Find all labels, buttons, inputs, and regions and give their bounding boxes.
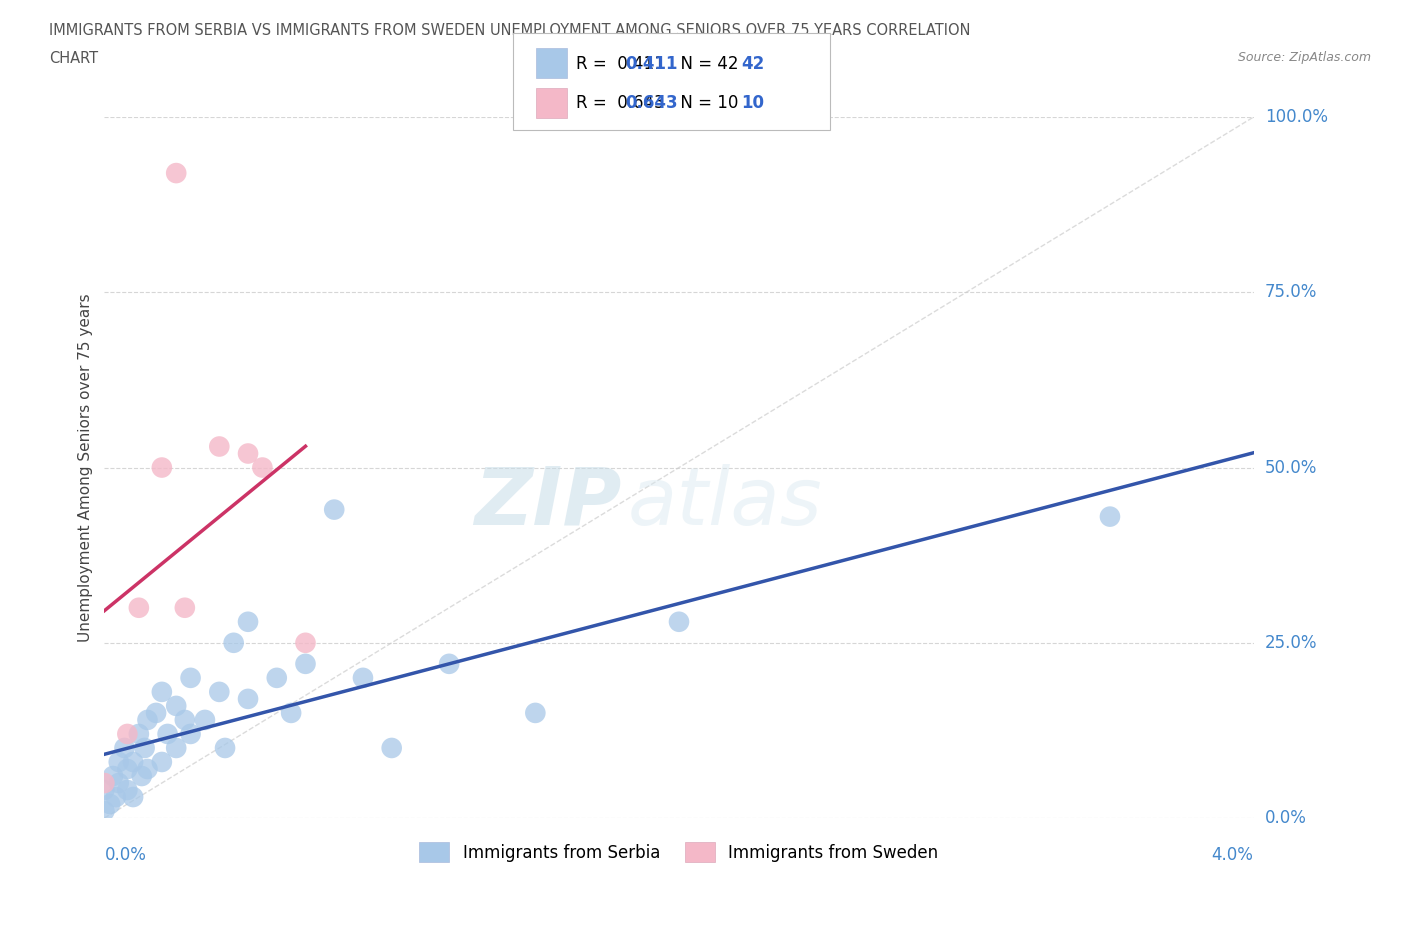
Point (128, 726, 150, 741)
Point (93, 776, 115, 790)
Point (165, 698, 187, 713)
Point (294, 635, 316, 650)
Text: CHART: CHART (49, 51, 98, 66)
Text: 50.0%: 50.0% (1265, 458, 1317, 476)
Point (165, 166, 187, 180)
Point (165, 740, 187, 755)
Text: 100.0%: 100.0% (1265, 108, 1327, 126)
Point (156, 726, 179, 741)
Point (117, 762, 139, 777)
Point (381, 740, 404, 755)
Text: 0.0%: 0.0% (104, 846, 146, 864)
Text: 25.0%: 25.0% (1265, 634, 1317, 652)
Text: 0.0%: 0.0% (1265, 809, 1306, 827)
Text: ZIP: ZIP (474, 463, 621, 541)
Point (122, 754, 145, 769)
Point (208, 684, 231, 699)
Point (236, 446, 259, 461)
Text: R =  0.643   N = 10: R = 0.643 N = 10 (576, 95, 738, 113)
Text: 75.0%: 75.0% (1265, 284, 1317, 301)
Point (437, 657, 460, 671)
Point (214, 740, 236, 755)
Point (352, 671, 374, 685)
Point (236, 691, 259, 706)
Text: 42: 42 (741, 55, 765, 73)
Point (145, 706, 167, 721)
Point (122, 790, 145, 804)
Point (128, 600, 150, 615)
Point (136, 712, 159, 727)
Point (222, 635, 245, 650)
Point (208, 439, 231, 454)
Point (323, 502, 346, 517)
Point (117, 782, 139, 797)
Point (136, 762, 159, 777)
Point (104, 790, 127, 804)
Point (93, 804, 115, 818)
Point (236, 615, 259, 630)
Text: IMMIGRANTS FROM SERBIA VS IMMIGRANTS FROM SWEDEN UNEMPLOYMENT AMONG SENIORS OVER: IMMIGRANTS FROM SERBIA VS IMMIGRANTS FRO… (49, 23, 970, 38)
Text: 10: 10 (741, 95, 763, 113)
Y-axis label: Unemployment Among Seniors over 75 years: Unemployment Among Seniors over 75 years (79, 293, 93, 642)
Text: atlas: atlas (627, 463, 823, 541)
Legend: Immigrants from Serbia, Immigrants from Sweden: Immigrants from Serbia, Immigrants from … (419, 842, 939, 862)
Point (266, 671, 288, 685)
Point (173, 600, 195, 615)
Point (134, 740, 156, 755)
Text: 4.0%: 4.0% (1212, 846, 1254, 864)
Point (107, 754, 129, 769)
Point (524, 706, 547, 721)
Point (131, 768, 153, 783)
Point (180, 671, 202, 685)
Point (150, 684, 173, 699)
Point (117, 726, 139, 741)
Point (101, 768, 124, 783)
Point (173, 712, 195, 727)
Point (150, 754, 173, 769)
Point (114, 740, 136, 755)
Text: Source: ZipAtlas.com: Source: ZipAtlas.com (1237, 51, 1371, 64)
Point (150, 460, 173, 475)
Point (194, 712, 217, 727)
Text: 0.411: 0.411 (626, 55, 678, 73)
Point (294, 657, 316, 671)
Point (280, 706, 302, 721)
Text: R =  0.411   N = 42: R = 0.411 N = 42 (576, 55, 740, 73)
Point (180, 726, 202, 741)
Point (668, 615, 690, 630)
Point (98, 797, 121, 812)
Point (252, 460, 274, 475)
Text: 0.643: 0.643 (626, 95, 678, 113)
Point (107, 776, 129, 790)
Point (93, 782, 115, 797)
Point (1098, 509, 1121, 524)
